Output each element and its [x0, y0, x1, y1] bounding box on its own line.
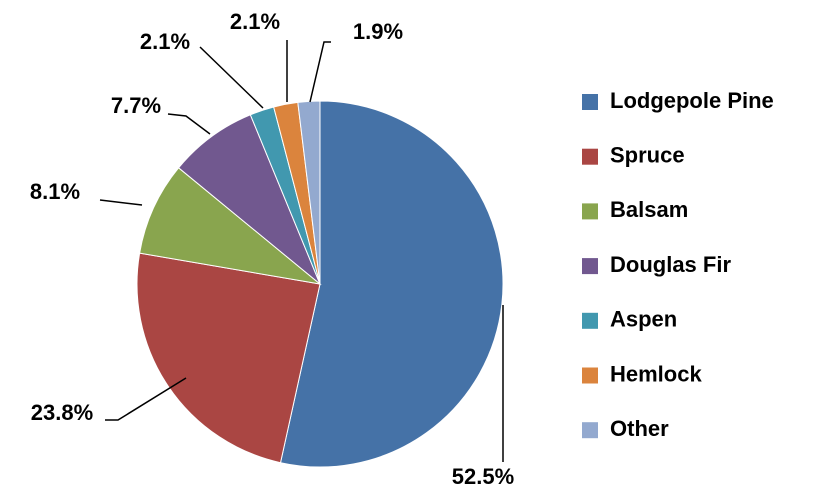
data-label: 8.1% — [30, 179, 80, 204]
data-label: 1.9% — [353, 19, 403, 44]
legend-swatch — [582, 258, 598, 275]
legend-swatch — [582, 203, 598, 220]
leader-line — [167, 113, 211, 135]
legend-label: Aspen — [610, 307, 677, 332]
data-label: 2.1% — [140, 29, 190, 54]
legend-swatch — [582, 367, 598, 384]
pie-slice — [139, 167, 322, 285]
data-label: 52.5% — [452, 464, 514, 489]
data-label: 7.7% — [111, 93, 161, 118]
data-label: 23.8% — [31, 400, 93, 425]
legend-label: Lodgepole Pine — [610, 88, 774, 113]
legend-label: Balsam — [610, 197, 688, 222]
legend-swatch — [582, 422, 598, 439]
legend-label: Douglas Fir — [610, 252, 731, 277]
legend-label: Other — [610, 416, 669, 441]
data-label: 2.1% — [230, 9, 280, 34]
leader-line — [309, 41, 331, 103]
pie-slice — [297, 100, 321, 285]
leader-line — [105, 377, 187, 421]
pie-slice — [279, 100, 504, 468]
legend-label: Hemlock — [610, 361, 702, 386]
legend-label: Spruce — [610, 143, 685, 168]
legend-swatch — [582, 94, 598, 110]
legend-swatch — [582, 312, 598, 329]
pie-slice — [136, 252, 321, 464]
leader-line — [99, 199, 143, 206]
legend-swatch — [582, 148, 598, 165]
leader-line — [199, 46, 264, 109]
